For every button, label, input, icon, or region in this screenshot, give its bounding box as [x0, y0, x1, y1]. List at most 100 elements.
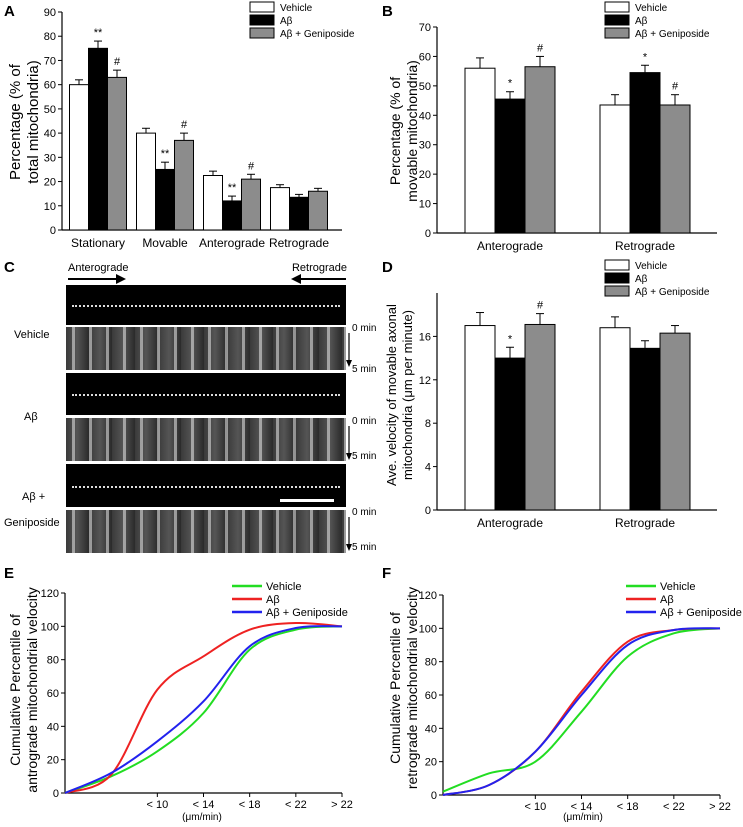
series-line [442, 627, 721, 793]
significance-marker: * [508, 78, 513, 90]
e-ylabel-line2: antrograde mitochondrial velocity [24, 587, 40, 792]
e-xlabel: (μm/min) [182, 812, 222, 823]
bar [308, 190, 328, 231]
y-tick-label: 70 [44, 55, 56, 67]
axes-a: 0 10 20 30 40 50 60 70 80 90 [44, 7, 342, 237]
y-tick-label: 12 [419, 375, 431, 387]
y-tick-label: 10 [419, 199, 431, 211]
x-tick-label: > 22 [331, 799, 353, 811]
significance-marker: # [537, 300, 544, 312]
bar [203, 175, 223, 231]
significance-marker: ** [228, 182, 237, 194]
legend-e: Vehicle Aβ Aβ + Geniposide [232, 581, 348, 619]
c-anterograde-label: Anterograde [68, 262, 129, 274]
y-tick-label: 40 [44, 128, 56, 140]
axes-f: 0 20 40 60 80 100 120 [419, 590, 720, 802]
y-tick-label: 60 [425, 690, 437, 702]
y-tick-label: 100 [41, 621, 59, 633]
x-tick-label: > 22 [709, 801, 731, 813]
legend-b: Vehicle Aβ Aβ + Geniposide [604, 1, 710, 40]
legend-a-genip: Aβ + Geniposide [280, 29, 355, 40]
y-tick-label: 8 [425, 418, 431, 430]
e-ylabel-line1: Cumulative Percentile of [7, 614, 23, 766]
x-tick-label: Anterograde [199, 236, 265, 250]
x-tick-label: Anterograde [477, 239, 543, 253]
bar [629, 72, 661, 234]
bar [524, 323, 556, 511]
y-tick-label: 60 [419, 51, 431, 63]
panel-letter-a: A [4, 3, 15, 20]
panel-letter-d: D [382, 259, 393, 276]
a-ylabel-line1: Percentage (% of [7, 63, 24, 180]
bar [270, 187, 290, 231]
significance-marker: ** [94, 27, 103, 39]
y-tick-label: 50 [419, 81, 431, 93]
significance-marker: # [114, 56, 121, 68]
legend-d-abeta: Aβ [635, 274, 648, 285]
y-tick-label: 80 [47, 655, 59, 667]
bar [88, 47, 108, 231]
c-row-genip-1: Aβ + [22, 491, 45, 503]
y-tick-label: 120 [41, 588, 59, 600]
y-tick-label: 40 [425, 723, 437, 735]
panel-letter-b: B [382, 3, 393, 20]
x-tick-label: < 18 [617, 801, 639, 813]
y-tick-label: 60 [44, 80, 56, 92]
f-ylabel-line1: Cumulative Percentile of [387, 612, 403, 764]
y-tick-label: 20 [425, 757, 437, 769]
bar [629, 347, 661, 511]
bar [599, 104, 631, 234]
scale-bar [280, 499, 334, 502]
bar [174, 139, 194, 231]
bar [241, 178, 261, 231]
d-ylabel-line2: mitochondria (μm per minute) [400, 310, 415, 480]
y-tick-label: 80 [425, 657, 437, 669]
bar [464, 67, 496, 234]
bar [222, 200, 242, 231]
y-tick-label: 4 [425, 462, 431, 474]
bar [659, 104, 691, 234]
time-axis-genip: 0 min 5 min [346, 507, 376, 553]
b-ylabel-line1: Percentage (% of [387, 77, 403, 185]
legend-f-vehicle: Vehicle [660, 581, 695, 593]
b-ylabel-line2: movable mitochondria) [404, 60, 420, 202]
bar [659, 332, 691, 511]
y-tick-label: 120 [419, 590, 437, 602]
t0-label-vehicle: 0 min [352, 323, 376, 334]
kymograph-genip [66, 510, 346, 553]
significance-marker: # [672, 81, 679, 93]
series-line [64, 625, 343, 794]
y-tick-label: 60 [47, 688, 59, 700]
panel-letter-e: E [4, 565, 14, 582]
legend-e-vehicle: Vehicle [266, 581, 301, 593]
legend-e-abeta: Aβ [266, 594, 280, 606]
panel-letter-f: F [382, 565, 391, 582]
x-tick-label: Anterograde [477, 516, 543, 530]
x-tick-label: Stationary [71, 236, 125, 250]
legend-b-genip: Aβ + Geniposide [635, 29, 710, 40]
panel-letter-c: C [4, 259, 15, 276]
legend-a-vehicle: Vehicle [280, 3, 313, 14]
legend-d-vehicle: Vehicle [635, 261, 668, 272]
micrograph-genip-axon [66, 464, 346, 507]
y-tick-label: 90 [44, 7, 56, 19]
x-tick-label: Retrograde [269, 236, 329, 250]
y-tick-label: 40 [419, 110, 431, 122]
kymograph-abeta [66, 418, 346, 461]
lines-e: < 10 < 14 < 18 < 22 > 22 [64, 621, 353, 811]
bar [494, 98, 526, 234]
a-ylabel-line2: total mitochondria) [25, 60, 42, 183]
t0-label-genip: 0 min [352, 507, 376, 518]
x-tick-label: < 14 [571, 801, 593, 813]
x-tick-label: < 18 [239, 799, 261, 811]
y-tick-label: 0 [431, 790, 437, 802]
bars-a: Stationary Movable Anterograde Retrograde **… [69, 27, 329, 250]
legend-f-genip: Aβ + Geniposide [660, 607, 742, 619]
f-ylabel-line2: retrograde mitochondrial velocity [404, 587, 420, 789]
y-tick-label: 80 [44, 31, 56, 43]
lines-f: < 10 < 14 < 18 < 22 > 22 [442, 627, 731, 813]
bar [524, 66, 556, 234]
y-tick-label: 30 [419, 140, 431, 152]
t0-label-abeta: 0 min [352, 416, 376, 427]
